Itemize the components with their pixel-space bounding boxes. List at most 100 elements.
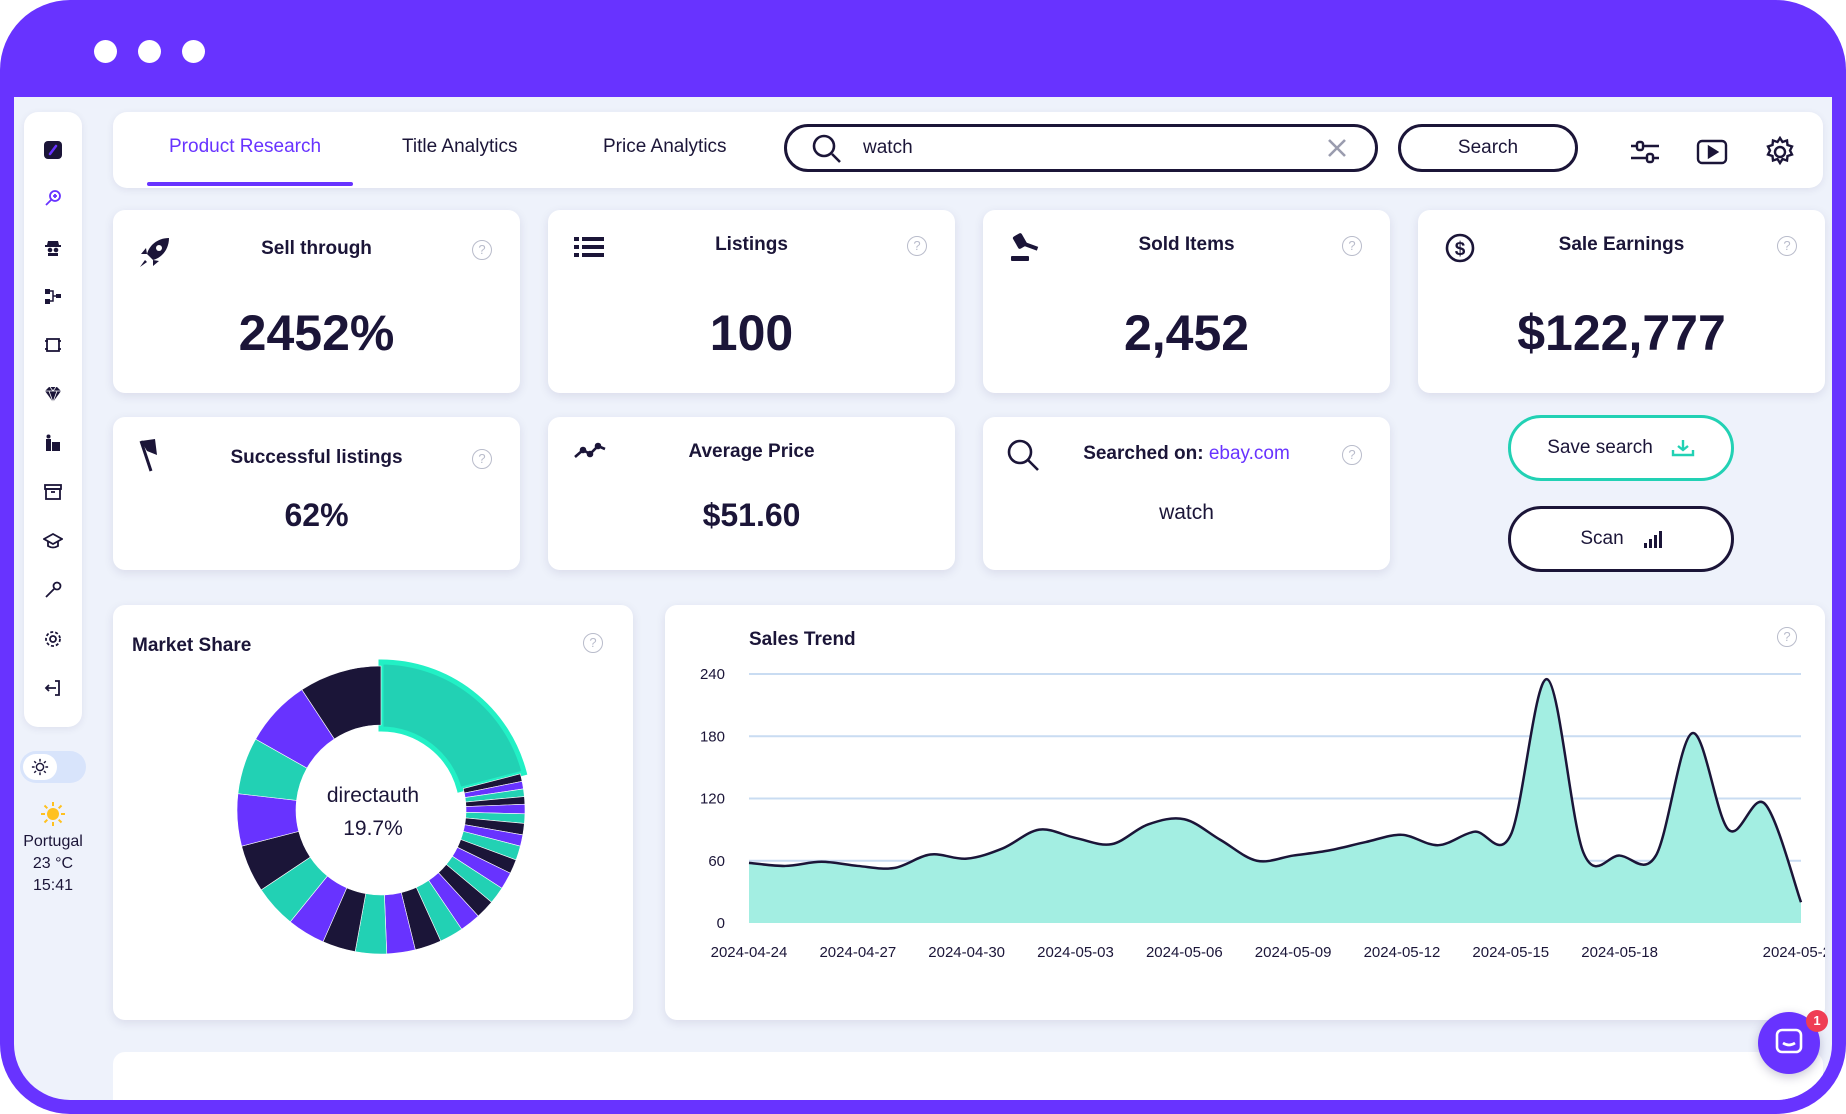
listing-frame-icon[interactable] [42, 334, 64, 356]
product-research-icon[interactable] [42, 187, 64, 209]
sale-earnings-card: $ Sale Earnings ? $122,777 [1418, 210, 1825, 393]
help-icon[interactable]: ? [472, 449, 492, 469]
average-price-value: $51.60 [702, 497, 801, 533]
searched-on-site-link[interactable]: ebay.com [1208, 443, 1290, 464]
sidebar [24, 112, 82, 727]
x-tick-label: 2024-04-24 [711, 944, 788, 961]
chat-notification-badge: 1 [1806, 1010, 1828, 1032]
active-tab-indicator [147, 182, 353, 186]
video-play-icon[interactable] [1696, 136, 1728, 168]
sell-through-value: 2452% [238, 305, 395, 361]
searched-on-title: Searched on: ebay.com [983, 443, 1390, 465]
top-navigation-bar: Product Research Title Analytics Price A… [113, 112, 1823, 188]
competitor-spy-icon[interactable] [42, 236, 64, 258]
sale-earnings-title: Sale Earnings [1558, 234, 1685, 255]
sold-items-title: Sold Items [1138, 234, 1235, 255]
search-input[interactable] [863, 135, 1293, 161]
weather-time: 15:41 [32, 877, 74, 894]
x-tick-label: 2024-05-06 [1146, 944, 1223, 961]
listings-title: Listings [715, 234, 788, 255]
x-tick-label: 2024-05-18 [1581, 944, 1658, 961]
average-price-title: Average Price [688, 441, 815, 462]
searched-on-card: Searched on: ebay.com ? watch [983, 417, 1390, 570]
settings-icon[interactable] [42, 628, 64, 650]
signal-bars-icon [1643, 531, 1662, 548]
successful-listings-title: Successful listings [230, 447, 403, 468]
window-close-dot[interactable] [94, 40, 117, 63]
svg-text:$: $ [1455, 239, 1466, 260]
window-minimize-dot[interactable] [138, 40, 161, 63]
help-icon[interactable]: ? [1777, 627, 1797, 647]
y-tick-label: 240 [700, 666, 725, 683]
listings-card: Listings ? 100 [548, 210, 955, 393]
logout-icon[interactable] [42, 677, 64, 699]
category-tree-icon[interactable] [42, 285, 64, 307]
y-tick-label: 60 [708, 853, 725, 870]
donut-slice[interactable] [301, 665, 382, 740]
help-icon[interactable]: ? [472, 240, 492, 260]
search-field [784, 124, 1378, 172]
clear-search-icon[interactable] [1327, 138, 1347, 158]
y-tick-label: 0 [717, 915, 725, 932]
archive-icon[interactable] [42, 481, 64, 503]
results-toolbar-partial [113, 1052, 1823, 1100]
market-share-donut-chart [236, 659, 528, 955]
search-icon [1007, 439, 1039, 471]
help-icon[interactable]: ? [907, 236, 927, 256]
window-maximize-dot[interactable] [182, 40, 205, 63]
y-tick-label: 120 [700, 791, 725, 808]
listings-value: 100 [709, 305, 794, 361]
x-tick-label: 2024-04-27 [819, 944, 896, 961]
searched-on-label: Searched on: [1083, 443, 1204, 464]
x-tick-label: 2024-05-09 [1255, 944, 1332, 961]
sold-items-card: Sold Items ? 2,452 [983, 210, 1390, 393]
help-icon[interactable]: ? [1777, 236, 1797, 256]
tools-icon[interactable] [42, 579, 64, 601]
settings-gear-icon[interactable] [1764, 136, 1796, 168]
list-icon [574, 237, 604, 257]
sales-trend-title: Sales Trend [749, 629, 856, 650]
weather-location: Portugal [23, 833, 83, 850]
sell-through-title: Sell through [261, 238, 372, 259]
scan-button[interactable]: Scan [1508, 506, 1734, 572]
dollar-circle-icon: $ [1445, 233, 1475, 263]
search-button[interactable]: Search [1398, 124, 1578, 172]
x-tick-label: 2024-05-12 [1364, 944, 1441, 961]
tab-title-analytics[interactable]: Title Analytics [402, 136, 518, 157]
save-search-label: Save search [1547, 437, 1653, 458]
average-price-card: Average Price $51.60 [548, 417, 955, 570]
sold-items-value: 2,452 [1123, 305, 1250, 361]
tab-price-analytics[interactable]: Price Analytics [603, 136, 727, 157]
store-icon[interactable] [42, 432, 64, 454]
donut-center-value: 19.7% [343, 817, 403, 840]
trend-line-icon [574, 442, 606, 458]
donut-slice-highlighted[interactable] [378, 659, 528, 793]
academy-icon[interactable] [42, 530, 64, 552]
tab-product-research[interactable]: Product Research [169, 136, 322, 157]
sale-earnings-value: $122,777 [1517, 305, 1726, 361]
market-share-panel: Market Share ? directauth 19.7% [113, 605, 633, 1020]
sales-trend-line[interactable] [748, 677, 1803, 903]
x-tick-label: 2024-04-30 [928, 944, 1005, 961]
scan-label: Scan [1580, 528, 1624, 549]
app-logo-icon[interactable] [42, 139, 64, 161]
help-icon[interactable]: ? [1342, 236, 1362, 256]
help-icon[interactable]: ? [583, 633, 603, 653]
save-search-button[interactable]: Save search [1508, 415, 1734, 481]
rocket-icon [140, 238, 169, 267]
x-tick-label: 2024-05-23 [1763, 944, 1825, 961]
x-tick-label: 2024-05-15 [1472, 944, 1549, 961]
sliders-icon[interactable] [1629, 136, 1661, 168]
app-screen: Portugal 23 °C 15:41 Product Research Ti… [14, 97, 1832, 1100]
sales-trend-panel: ? Sales Trend 0 60 120 180 240 2024-04-24 2024-… [665, 605, 1825, 1020]
donut-center-label: directauth 19.7% [273, 779, 473, 845]
successful-listings-card: Successful listings ? 62% [113, 417, 520, 570]
sell-through-card: Sell through ? 2452% [113, 210, 520, 393]
help-icon[interactable]: ? [1342, 445, 1362, 465]
diamond-icon[interactable] [42, 383, 64, 405]
theme-toggle[interactable] [20, 751, 86, 783]
weather-sun-icon [14, 797, 92, 831]
donut-center-name: directauth [326, 784, 420, 807]
sun-icon [23, 754, 57, 780]
